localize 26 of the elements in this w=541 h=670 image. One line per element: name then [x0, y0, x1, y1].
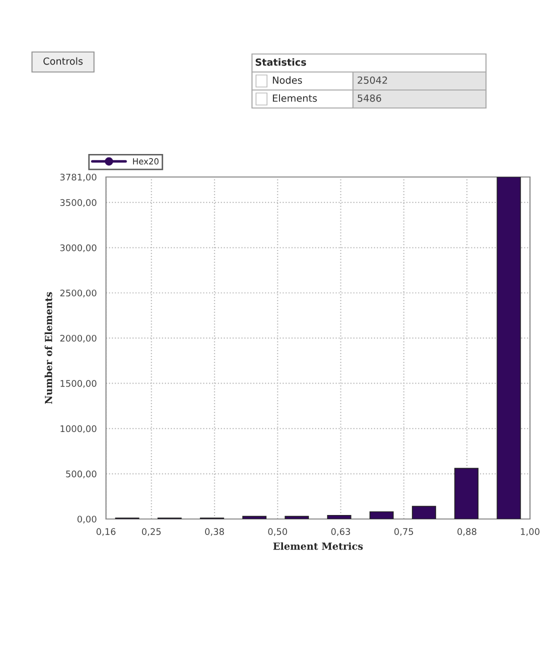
text: Elements: [272, 94, 317, 102]
x-axis-title: Element Metrics: [273, 542, 363, 550]
text: 25042: [358, 76, 387, 84]
x-tick-label: 0,38: [205, 528, 224, 536]
x-tick-label: 0,25: [142, 528, 161, 536]
x-tick-label: 0,88: [457, 528, 476, 536]
x-tick-label: 1,00: [520, 528, 540, 536]
x-tick-label: 0,16: [96, 528, 116, 536]
y-tick-label: 3500,00: [60, 199, 96, 207]
x-tick-label: 0,50: [268, 528, 288, 536]
y-tick-label: 2000,00: [60, 334, 96, 343]
y-tick-label: 3781,00: [60, 174, 96, 182]
text: Statistics: [256, 58, 306, 66]
x-tick-label: 0,75: [394, 528, 414, 536]
x-tick-label: 0,63: [331, 528, 350, 536]
y-tick-label: 1500,00: [60, 380, 96, 388]
y-tick-label: 3000,00: [60, 244, 96, 252]
y-axis-title: Number of Elements: [44, 292, 52, 404]
text: 5486: [358, 94, 382, 102]
text: Controls: [43, 57, 83, 65]
text: Nodes: [272, 76, 302, 84]
y-tick-label: 0,00: [77, 516, 96, 524]
legend-label: Hex20: [133, 158, 159, 164]
y-tick-label: 1000,00: [60, 425, 96, 434]
y-tick-label: 2500,00: [60, 290, 96, 298]
y-tick-label: 500,00: [66, 470, 96, 478]
